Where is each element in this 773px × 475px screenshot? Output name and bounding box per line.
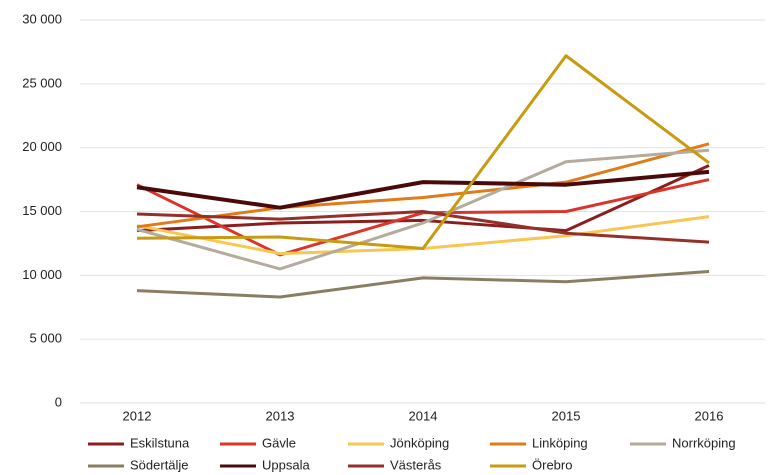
y-tick-label: 5 000 xyxy=(29,331,62,346)
series-line xyxy=(136,142,710,229)
y-tick-label: 20 000 xyxy=(22,139,62,154)
x-tick-label: 2014 xyxy=(409,408,438,423)
legend-label: Jönköping xyxy=(390,435,449,450)
series-line xyxy=(136,210,710,244)
legend-label: Norrköping xyxy=(672,435,736,450)
series-line xyxy=(136,169,710,210)
y-tick-label: 15 000 xyxy=(22,203,62,218)
y-tick-label: 10 000 xyxy=(22,267,62,282)
series-line xyxy=(136,164,710,233)
legend-label: Eskilstuna xyxy=(130,435,190,450)
x-tick-label: 2013 xyxy=(266,408,295,423)
y-tick-label: 25 000 xyxy=(22,75,62,90)
x-tick-label: 2012 xyxy=(123,408,152,423)
series-line xyxy=(136,148,710,271)
legend-label: Gävle xyxy=(262,435,296,450)
y-tick-label: 30 000 xyxy=(22,11,62,26)
legend-label: Linköping xyxy=(532,435,588,450)
legend-label: Västerås xyxy=(390,457,442,472)
series-line xyxy=(136,54,710,251)
legend-label: Örebro xyxy=(532,457,572,472)
x-tick-label: 2015 xyxy=(552,408,581,423)
legend-label: Uppsala xyxy=(262,457,310,472)
series-line xyxy=(136,270,710,299)
x-tick-label: 2016 xyxy=(695,408,724,423)
y-tick-label: 0 xyxy=(55,394,62,409)
legend-label: Södertälje xyxy=(130,457,189,472)
